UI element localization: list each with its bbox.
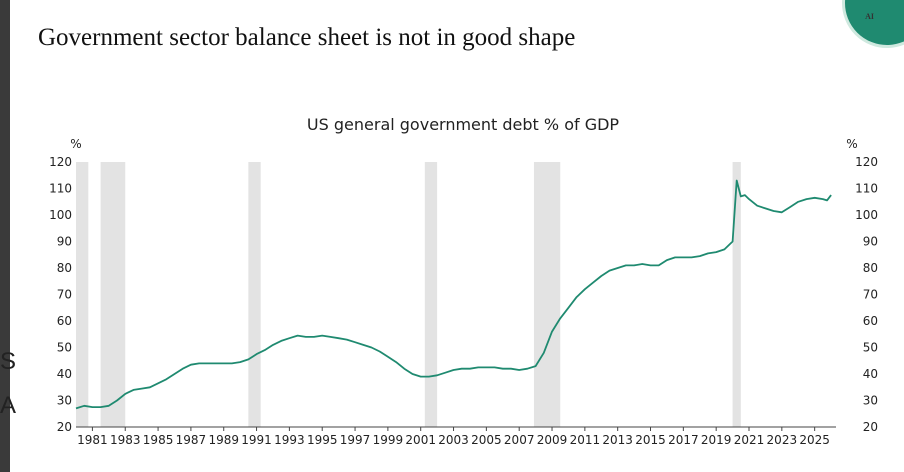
x-tick-2021: 2021 bbox=[734, 433, 765, 447]
x-tick-1989: 1989 bbox=[208, 433, 239, 447]
y-tick-right-110: 110 bbox=[855, 182, 878, 196]
recession-band-2 bbox=[248, 162, 261, 427]
y-tick-left-20: 20 bbox=[57, 420, 72, 434]
y-tick-right-120: 120 bbox=[855, 155, 878, 169]
left-ghost-text: S A bbox=[0, 340, 16, 428]
y-tick-right-70: 70 bbox=[863, 288, 878, 302]
y-tick-right-90: 90 bbox=[863, 235, 878, 249]
y-tick-right-100: 100 bbox=[855, 208, 878, 222]
x-tick-1991: 1991 bbox=[241, 433, 272, 447]
series-line-0 bbox=[75, 179, 832, 410]
slide-title: Government sector balance sheet is not i… bbox=[38, 24, 576, 51]
y-tick-left-60: 60 bbox=[57, 314, 72, 328]
x-tick-1997: 1997 bbox=[340, 433, 371, 447]
left-axis-unit: % bbox=[70, 137, 81, 151]
y-tick-right-20: 20 bbox=[863, 420, 878, 434]
recession-band-5 bbox=[732, 162, 741, 427]
right-axis-unit: % bbox=[846, 137, 857, 151]
ghost-letter-a: A bbox=[0, 392, 17, 419]
axes: 20 20 30 30 40 40 50 50 60 60 70 70 80 80 90 90 100 100 11… bbox=[49, 155, 878, 447]
x-tick-1993: 1993 bbox=[274, 433, 305, 447]
x-tick-2023: 2023 bbox=[767, 433, 798, 447]
y-tick-left-70: 70 bbox=[57, 288, 72, 302]
x-tick-2017: 2017 bbox=[668, 433, 699, 447]
x-tick-2007: 2007 bbox=[504, 433, 535, 447]
y-tick-right-50: 50 bbox=[863, 341, 878, 355]
x-tick-2001: 2001 bbox=[405, 433, 436, 447]
recession-bands bbox=[76, 162, 741, 427]
corner-logo-text: AI bbox=[865, 12, 874, 21]
recession-band-1 bbox=[100, 162, 126, 427]
chart-title: US general government debt % of GDP bbox=[307, 115, 620, 134]
y-tick-left-90: 90 bbox=[57, 235, 72, 249]
y-tick-left-100: 100 bbox=[49, 208, 72, 222]
x-tick-2005: 2005 bbox=[471, 433, 502, 447]
ghost-letter-s: S bbox=[0, 348, 17, 375]
y-tick-right-40: 40 bbox=[863, 367, 878, 381]
x-tick-2019: 2019 bbox=[701, 433, 732, 447]
series-line bbox=[75, 179, 832, 410]
x-tick-1995: 1995 bbox=[307, 433, 338, 447]
y-tick-left-80: 80 bbox=[57, 261, 72, 275]
x-tick-2009: 2009 bbox=[537, 433, 568, 447]
x-tick-1985: 1985 bbox=[143, 433, 174, 447]
y-tick-right-80: 80 bbox=[863, 261, 878, 275]
y-tick-left-30: 30 bbox=[57, 394, 72, 408]
y-tick-left-50: 50 bbox=[57, 341, 72, 355]
recession-band-3 bbox=[424, 162, 438, 427]
x-tick-2011: 2011 bbox=[570, 433, 601, 447]
x-tick-1983: 1983 bbox=[110, 433, 141, 447]
slide: Government sector balance sheet is not i… bbox=[10, 0, 904, 472]
y-tick-left-110: 110 bbox=[49, 182, 72, 196]
x-tick-2003: 2003 bbox=[438, 433, 469, 447]
x-tick-2013: 2013 bbox=[602, 433, 633, 447]
recession-band-0 bbox=[76, 162, 89, 427]
x-tick-1987: 1987 bbox=[176, 433, 207, 447]
y-tick-left-120: 120 bbox=[49, 155, 72, 169]
x-tick-2025: 2025 bbox=[799, 433, 830, 447]
y-tick-left-40: 40 bbox=[57, 367, 72, 381]
x-tick-1981: 1981 bbox=[77, 433, 108, 447]
x-tick-2015: 2015 bbox=[635, 433, 666, 447]
y-tick-right-30: 30 bbox=[863, 394, 878, 408]
recession-band-4 bbox=[533, 162, 561, 427]
y-tick-right-60: 60 bbox=[863, 314, 878, 328]
x-tick-1999: 1999 bbox=[373, 433, 404, 447]
